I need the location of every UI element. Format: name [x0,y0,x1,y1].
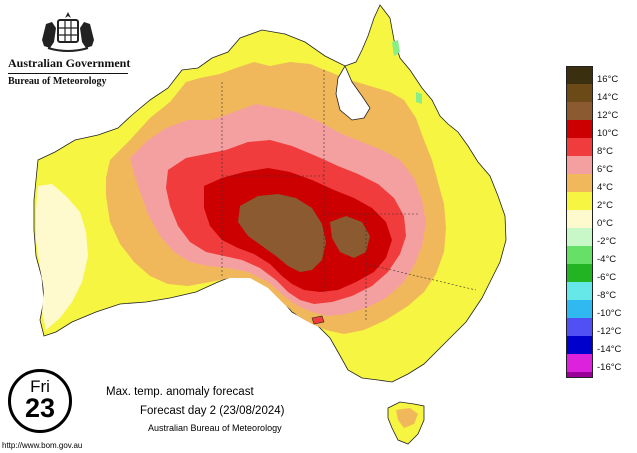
legend-frame [566,66,593,378]
legend-label: 14°C [597,92,619,103]
legend-label: -12°C [597,326,622,337]
legend-label: 10°C [597,128,619,139]
legend-label: 8°C [597,146,613,157]
legend-label: -6°C [597,272,617,283]
map-organisation: Australian Bureau of Meteorology [148,423,282,433]
state-borders [221,70,477,320]
legend-label: -10°C [597,308,622,319]
legend-label: 12°C [597,110,619,121]
gulf-coast [335,65,371,121]
legend-label: -16°C [597,362,622,373]
legend-label: 4°C [597,182,613,193]
map-subtitle: Forecast day 2 (23/08/2024) [140,405,285,417]
bureau-name: Bureau of Meteorology [8,76,107,87]
gov-logo: Australian Government Bureau of Meteorol… [8,10,131,87]
legend-label: 16°C [597,74,619,85]
government-name: Australian Government [8,56,131,70]
divider [8,73,128,74]
coat-of-arms-icon [42,12,94,52]
zone-neg-0-2 [392,40,400,56]
legend-label: -14°C [597,344,622,355]
map-title: Max. temp. anomaly forecast [106,386,254,398]
legend-label: -2°C [597,236,617,247]
tasmania-warm [396,408,418,428]
day-badge: Fri 23 [8,369,72,433]
zone-0-2-west [36,184,88,330]
kangaroo-island [311,315,325,325]
legend-label: -8°C [597,290,617,301]
day-number: 23 [24,393,56,423]
zone-neg-0-2-b [416,92,422,104]
day-name: Fri [30,377,50,396]
zone-12-14 [238,194,326,272]
source-link[interactable]: http://www.bom.gov.au [2,441,83,450]
zone-12-14-east [330,216,370,258]
australia-mainland [33,4,507,383]
color-legend: 16°C 14°C 12°C 10°C 8°C 6°C 4°C 2°C 0°C -2°C -4°C -… [566,66,630,378]
legend-label: 0°C [597,218,613,229]
legend-label: -4°C [597,254,617,265]
legend-label: 2°C [597,200,613,211]
legend-label: 6°C [597,164,613,175]
